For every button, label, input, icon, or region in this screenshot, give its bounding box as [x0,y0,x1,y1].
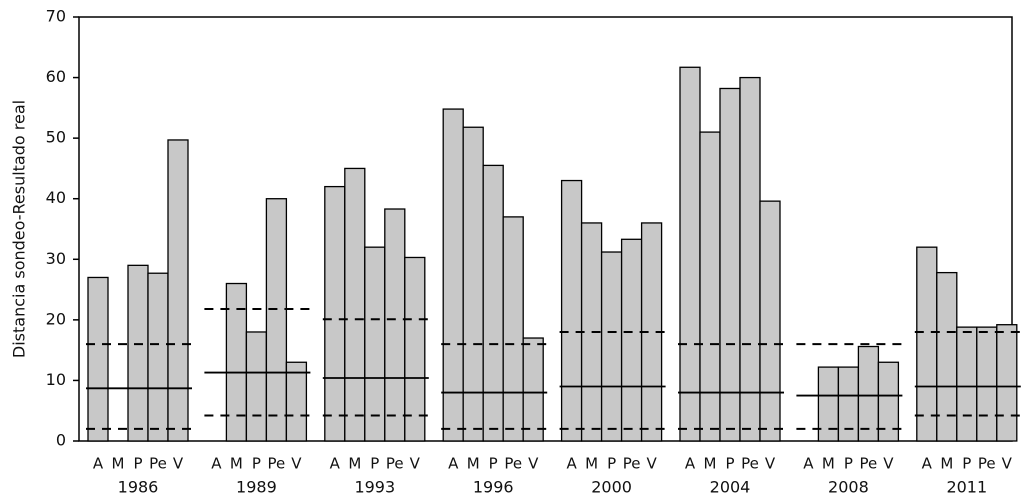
x-subcategory-label: Pe [504,455,522,473]
bar [344,167,366,442]
bar [147,272,169,442]
bar [956,326,978,442]
x-subcategory-label: M [822,455,835,473]
x-group-label: 1993 [354,478,395,497]
bar [976,326,998,442]
bar [384,208,406,442]
x-group-label: 2000 [591,478,632,497]
bar [679,66,701,442]
bar [560,179,583,442]
x-subcategory-label: P [370,455,379,473]
x-group-label: 1986 [118,478,159,497]
x-group-label: 2008 [828,478,869,497]
x-subcategory-label: P [252,455,261,473]
x-subcategory-label: V [528,455,539,473]
y-axis-label: Distancia sondeo-Resultado real [10,100,29,358]
x-subcategory-label: A [803,455,814,473]
x-subcategory-label: A [448,455,459,473]
bar [285,361,308,442]
bar [522,337,544,442]
bar [620,238,643,442]
bar [699,131,721,442]
x-subcategory-label: M [467,455,480,473]
bar [739,76,761,442]
bar [324,185,346,442]
bar [265,198,288,442]
x-subcategory-label: V [291,455,302,473]
bar [482,164,504,442]
x-subcategory-label: M [348,455,361,473]
x-subcategory-label: A [330,455,341,473]
y-tick-label: 40 [46,188,66,207]
x-subcategory-label: A [685,455,696,473]
x-subcategory-label: M [940,455,953,473]
bar [837,366,860,442]
x-subcategory-label: P [962,455,971,473]
x-subcategory-label: Pe [149,455,167,473]
x-subcategory-label: Pe [268,455,286,473]
x-group-label: 2011 [946,478,987,497]
y-tick-label: 10 [46,370,66,389]
bar [719,87,741,442]
x-group-label: 1996 [473,478,514,497]
bar [245,331,268,442]
y-tick-label: 70 [46,7,66,26]
plot-frame [78,16,1013,442]
bar [442,108,464,442]
y-tick-label: 30 [46,249,66,268]
bar [225,282,248,442]
bar [857,345,880,442]
x-subcategory-label: M [230,455,243,473]
bar [404,256,426,442]
y-tick-label: 0 [56,431,66,450]
y-tick-label: 50 [46,128,66,147]
bar [167,139,189,442]
x-subcategory-label: Pe [741,455,759,473]
x-subcategory-label: V [883,455,894,473]
bar [87,276,109,442]
x-subcategory-label: M [704,455,717,473]
bar [817,366,840,442]
x-subcategory-label: Pe [860,455,878,473]
bar [916,246,938,442]
x-subcategory-label: V [1002,455,1013,473]
x-subcategory-label: Pe [978,455,996,473]
x-group-label: 2004 [710,478,751,497]
y-tick-label: 60 [46,67,66,86]
x-subcategory-label: A [922,455,933,473]
bar [996,324,1018,442]
bar [877,361,900,442]
x-subcategory-label: V [765,455,776,473]
x-subcategory-label: A [566,455,577,473]
bar [462,126,484,442]
x-subcategory-label: P [844,455,853,473]
bar [502,216,524,442]
x-subcategory-label: M [112,455,125,473]
bar [600,251,623,442]
y-tick-label: 20 [46,309,66,328]
x-subcategory-label: V [410,455,421,473]
x-subcategory-label: P [607,455,616,473]
x-subcategory-label: A [211,455,222,473]
x-group-label: 1989 [236,478,277,497]
x-subcategory-label: Pe [623,455,641,473]
x-subcategory-label: M [585,455,598,473]
x-subcategory-label: Pe [386,455,404,473]
bar [127,264,149,442]
x-subcategory-label: P [133,455,142,473]
x-subcategory-label: P [725,455,734,473]
bar [364,246,386,442]
x-subcategory-label: V [173,455,184,473]
bar [759,200,781,442]
x-subcategory-label: A [93,455,104,473]
x-subcategory-label: P [489,455,498,473]
x-subcategory-label: V [646,455,657,473]
